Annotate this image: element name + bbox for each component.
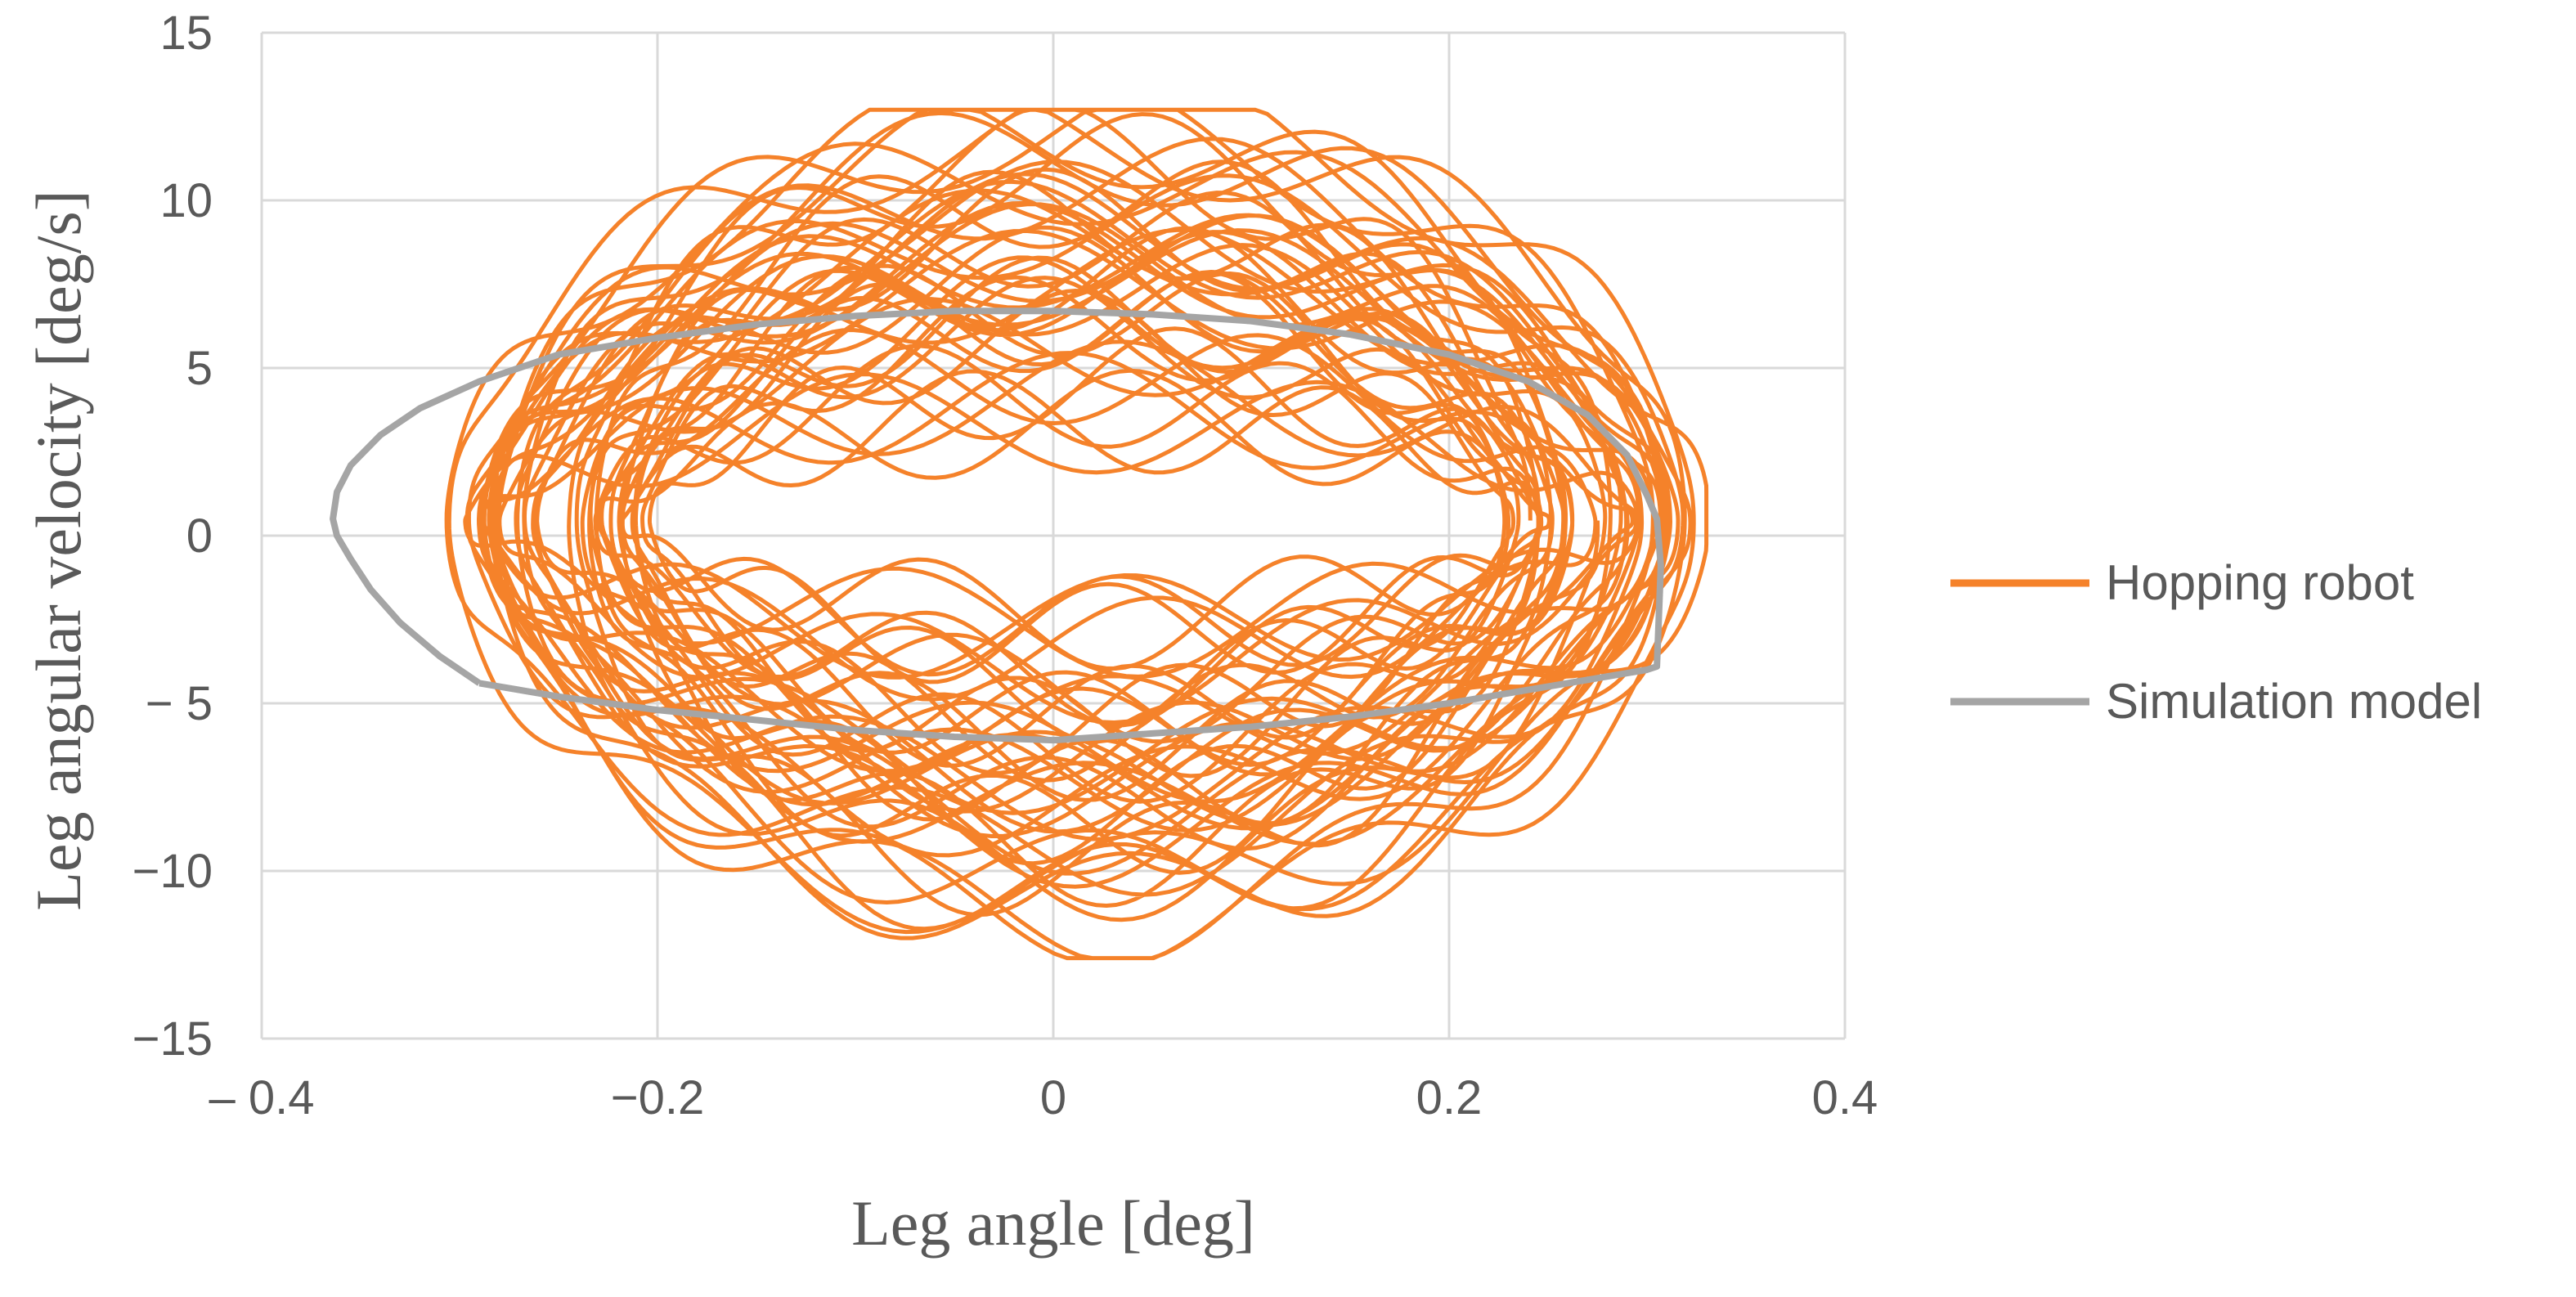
y-axis-title: Leg angular velocity [deg/s] [23, 190, 94, 911]
y-tick-label: − 5 [146, 677, 213, 730]
y-tick-label: 0 [186, 509, 213, 563]
x-tick-label: 0 [1040, 1071, 1066, 1124]
y-tick-label: 15 [159, 7, 213, 60]
axes: Leg angle [deg] Leg angular velocity [de… [23, 7, 1878, 1259]
x-tick-label: 0.2 [1416, 1071, 1483, 1124]
y-tick-label: 10 [159, 174, 213, 227]
y-tick-label: −10 [132, 845, 213, 898]
x-tick-label: 0.4 [1812, 1071, 1878, 1124]
legend: Hopping robot Simulation model [1950, 555, 2482, 729]
plot-area [330, 107, 1709, 961]
x-axis-title: Leg angle [deg] [851, 1187, 1255, 1259]
series-line-hopping-robot [444, 107, 1709, 961]
y-tick-label: −15 [132, 1012, 213, 1066]
legend-label-simulation-model: Simulation model [2106, 674, 2482, 729]
y-tick-label: 5 [186, 342, 213, 395]
x-tick-label: −0.2 [611, 1071, 705, 1124]
series-line-simulation-model [330, 307, 1664, 744]
legend-label-hopping-robot: Hopping robot [2106, 555, 2414, 610]
x-tick-label: – 0.4 [209, 1071, 315, 1124]
